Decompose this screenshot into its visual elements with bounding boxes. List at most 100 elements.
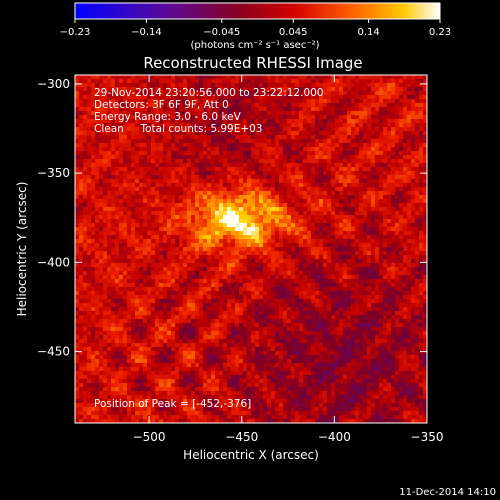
heatmap-cell xyxy=(223,75,227,79)
heatmap-cell xyxy=(179,287,183,291)
heatmap-cell xyxy=(211,183,215,187)
heatmap-cell xyxy=(91,111,95,115)
heatmap-cell xyxy=(167,119,171,123)
heatmap-cell xyxy=(159,215,163,219)
heatmap-cell xyxy=(371,107,375,111)
heatmap-cell xyxy=(195,175,199,179)
heatmap-cell xyxy=(279,155,283,159)
heatmap-cell xyxy=(79,283,83,287)
heatmap-cell xyxy=(291,163,295,167)
heatmap-cell xyxy=(107,75,111,79)
heatmap-cell xyxy=(267,227,271,231)
heatmap-cell xyxy=(127,231,131,235)
heatmap-cell xyxy=(351,91,355,95)
heatmap-cell xyxy=(355,231,359,235)
heatmap-cell xyxy=(343,223,347,227)
heatmap-cell xyxy=(139,79,143,83)
heatmap-cell xyxy=(423,87,427,91)
heatmap-cell xyxy=(351,255,355,259)
heatmap-cell xyxy=(307,79,311,83)
heatmap-cell xyxy=(307,215,311,219)
heatmap-cell xyxy=(407,243,411,247)
heatmap-cell xyxy=(231,295,235,299)
heatmap-cell xyxy=(243,79,247,83)
heatmap-cell xyxy=(83,171,87,175)
heatmap-cell xyxy=(167,291,171,295)
heatmap-cell xyxy=(259,143,263,147)
heatmap-cell xyxy=(75,159,79,163)
heatmap-cell xyxy=(267,135,271,139)
heatmap-cell xyxy=(295,143,299,147)
heatmap-cell xyxy=(199,267,203,271)
heatmap-cell xyxy=(287,235,291,239)
heatmap-cell xyxy=(235,139,239,143)
heatmap-cell xyxy=(347,103,351,107)
heatmap-cell xyxy=(299,183,303,187)
heatmap-cell xyxy=(403,123,407,127)
heatmap-cell xyxy=(171,155,175,159)
heatmap-cell xyxy=(239,171,243,175)
heatmap-cell xyxy=(263,299,267,303)
heatmap-cell xyxy=(279,159,283,163)
heatmap-cell xyxy=(159,203,163,207)
heatmap-cell xyxy=(283,195,287,199)
heatmap-cell xyxy=(331,127,335,131)
heatmap-cell xyxy=(355,279,359,283)
heatmap-cell xyxy=(107,167,111,171)
heatmap-cell xyxy=(367,247,371,251)
heatmap-cell xyxy=(327,291,331,295)
heatmap-cell xyxy=(319,119,323,123)
heatmap-cell xyxy=(191,251,195,255)
heatmap-cell xyxy=(203,267,207,271)
heatmap-cell xyxy=(159,283,163,287)
heatmap-cell xyxy=(423,223,427,227)
heatmap-cell xyxy=(83,167,87,171)
heatmap-cell xyxy=(287,271,291,275)
heatmap-cell xyxy=(123,239,127,243)
heatmap-cell xyxy=(335,291,339,295)
heatmap-cell xyxy=(323,159,327,163)
heatmap-cell xyxy=(103,251,107,255)
heatmap-cell xyxy=(147,207,151,211)
heatmap-cell xyxy=(311,163,315,167)
heatmap-cell xyxy=(91,139,95,143)
heatmap-cell xyxy=(103,175,107,179)
heatmap-cell xyxy=(131,235,135,239)
heatmap-cell xyxy=(267,75,271,79)
heatmap-cell xyxy=(367,203,371,207)
heatmap-cell xyxy=(287,223,291,227)
heatmap-cell xyxy=(79,159,83,163)
heatmap-cell xyxy=(411,283,415,287)
heatmap-cell xyxy=(123,107,127,111)
heatmap-cell xyxy=(103,295,107,299)
heatmap-cell xyxy=(275,127,279,131)
heatmap-cell xyxy=(399,283,403,287)
heatmap-cell xyxy=(147,123,151,127)
heatmap-cell xyxy=(359,219,363,223)
heatmap-cell xyxy=(195,283,199,287)
heatmap-cell xyxy=(283,111,287,115)
heatmap-cell xyxy=(167,267,171,271)
heatmap-cell xyxy=(99,207,103,211)
heatmap-cell xyxy=(291,79,295,83)
heatmap-cell xyxy=(371,103,375,107)
heatmap-cell xyxy=(119,231,123,235)
heatmap-cell xyxy=(339,83,343,87)
heatmap-cell xyxy=(163,115,167,119)
heatmap-cell xyxy=(247,87,251,91)
heatmap-cell xyxy=(219,195,223,199)
heatmap-cell xyxy=(323,267,327,271)
heatmap-cell xyxy=(155,163,159,167)
heatmap-cell xyxy=(283,151,287,155)
heatmap-cell xyxy=(359,191,363,195)
heatmap-cell xyxy=(287,147,291,151)
heatmap-cell xyxy=(207,271,211,275)
heatmap-cell xyxy=(243,271,247,275)
heatmap-cell xyxy=(319,239,323,243)
heatmap-cell xyxy=(307,167,311,171)
heatmap-cell xyxy=(87,203,91,207)
heatmap-cell xyxy=(123,207,127,211)
heatmap-cell xyxy=(315,75,319,79)
heatmap-cell xyxy=(395,167,399,171)
heatmap-cell xyxy=(107,271,111,275)
